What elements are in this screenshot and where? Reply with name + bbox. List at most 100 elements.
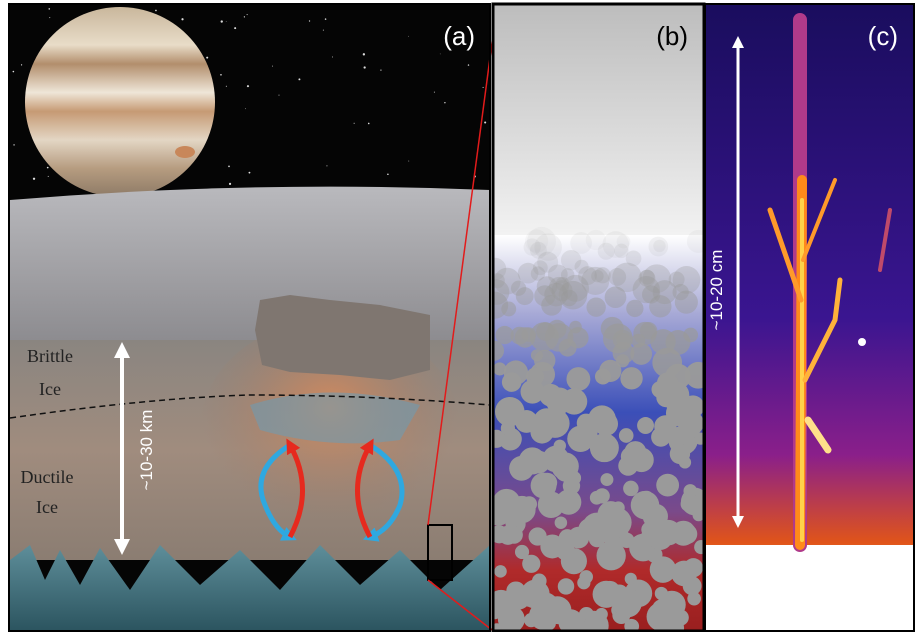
star bbox=[220, 20, 223, 23]
grain bbox=[648, 236, 669, 257]
star bbox=[181, 18, 184, 21]
grain bbox=[592, 580, 620, 608]
grain bbox=[494, 340, 505, 361]
layer-label: Ice bbox=[36, 497, 58, 517]
ocean-region bbox=[706, 545, 913, 630]
grain bbox=[505, 526, 523, 544]
star bbox=[367, 122, 370, 125]
star bbox=[326, 165, 328, 167]
grain bbox=[546, 423, 559, 437]
ocean bbox=[10, 545, 490, 630]
red-spot bbox=[175, 146, 195, 158]
star bbox=[206, 56, 209, 59]
grain bbox=[581, 266, 610, 295]
star bbox=[298, 78, 301, 81]
star bbox=[225, 21, 227, 23]
grain bbox=[612, 588, 642, 618]
grain bbox=[494, 267, 521, 295]
star bbox=[380, 69, 382, 71]
panel-label: (a) bbox=[443, 21, 475, 51]
grain bbox=[641, 285, 661, 304]
grain bbox=[494, 565, 507, 578]
grain bbox=[649, 534, 664, 549]
star bbox=[324, 18, 327, 20]
grain bbox=[566, 367, 591, 391]
star bbox=[155, 9, 157, 12]
convection-arrow bbox=[258, 442, 297, 541]
grain bbox=[668, 271, 685, 288]
convection-arrow bbox=[286, 438, 305, 539]
star bbox=[49, 17, 51, 19]
grain bbox=[608, 268, 627, 286]
grain bbox=[567, 425, 594, 453]
grain bbox=[537, 251, 559, 273]
star bbox=[220, 73, 222, 76]
star bbox=[243, 16, 246, 18]
grain bbox=[527, 226, 557, 256]
grain bbox=[665, 330, 691, 355]
grain bbox=[649, 295, 672, 318]
grain bbox=[514, 327, 536, 348]
grain bbox=[591, 269, 604, 283]
grain bbox=[522, 554, 541, 573]
panel-label: (b) bbox=[656, 21, 688, 51]
grain bbox=[544, 282, 568, 307]
grain bbox=[551, 280, 573, 302]
grain bbox=[518, 447, 546, 475]
grain bbox=[641, 521, 658, 538]
grain bbox=[560, 249, 582, 271]
grain bbox=[692, 509, 703, 522]
grain bbox=[585, 229, 606, 251]
grain bbox=[567, 526, 590, 549]
grain bbox=[558, 280, 588, 310]
zoom-line bbox=[427, 579, 493, 631]
grain bbox=[547, 264, 568, 285]
grain bbox=[530, 349, 544, 362]
grain bbox=[494, 525, 509, 544]
grain bbox=[501, 301, 517, 317]
grain bbox=[570, 232, 593, 254]
grain bbox=[539, 383, 562, 407]
layer-label: Ice bbox=[39, 379, 61, 399]
layer-label: Ductile bbox=[21, 467, 74, 487]
grain bbox=[555, 277, 570, 291]
grain bbox=[649, 556, 677, 583]
star bbox=[362, 53, 366, 56]
grain bbox=[594, 488, 610, 504]
star bbox=[272, 65, 274, 67]
grain bbox=[623, 480, 639, 497]
panel-a: (a) Brittle Ice Ductile Ice ~10-30 km bbox=[9, 5, 491, 630]
star bbox=[46, 166, 49, 169]
grain bbox=[671, 560, 697, 587]
grain bbox=[624, 618, 640, 630]
brine-free-ice bbox=[494, 5, 703, 235]
grain bbox=[510, 280, 527, 296]
grain bbox=[612, 262, 642, 293]
grain bbox=[574, 259, 589, 274]
grain bbox=[653, 239, 666, 253]
grain bbox=[500, 421, 516, 436]
grain bbox=[554, 516, 568, 529]
grain bbox=[557, 578, 575, 595]
grain bbox=[515, 287, 534, 306]
grain bbox=[672, 284, 689, 301]
grain bbox=[680, 496, 696, 512]
star bbox=[363, 66, 366, 69]
grain bbox=[594, 267, 611, 284]
grain bbox=[686, 229, 703, 254]
grain bbox=[524, 229, 549, 253]
grain bbox=[530, 472, 557, 499]
star bbox=[408, 160, 410, 162]
jupiter bbox=[25, 7, 215, 197]
star bbox=[278, 94, 280, 96]
grain bbox=[534, 285, 556, 307]
star bbox=[47, 175, 49, 177]
grain bbox=[494, 273, 505, 289]
star bbox=[12, 70, 15, 73]
convection-arrow bbox=[362, 442, 405, 542]
grain bbox=[656, 473, 680, 497]
grain bbox=[616, 234, 631, 249]
grain bbox=[630, 343, 653, 365]
grain bbox=[520, 579, 550, 609]
